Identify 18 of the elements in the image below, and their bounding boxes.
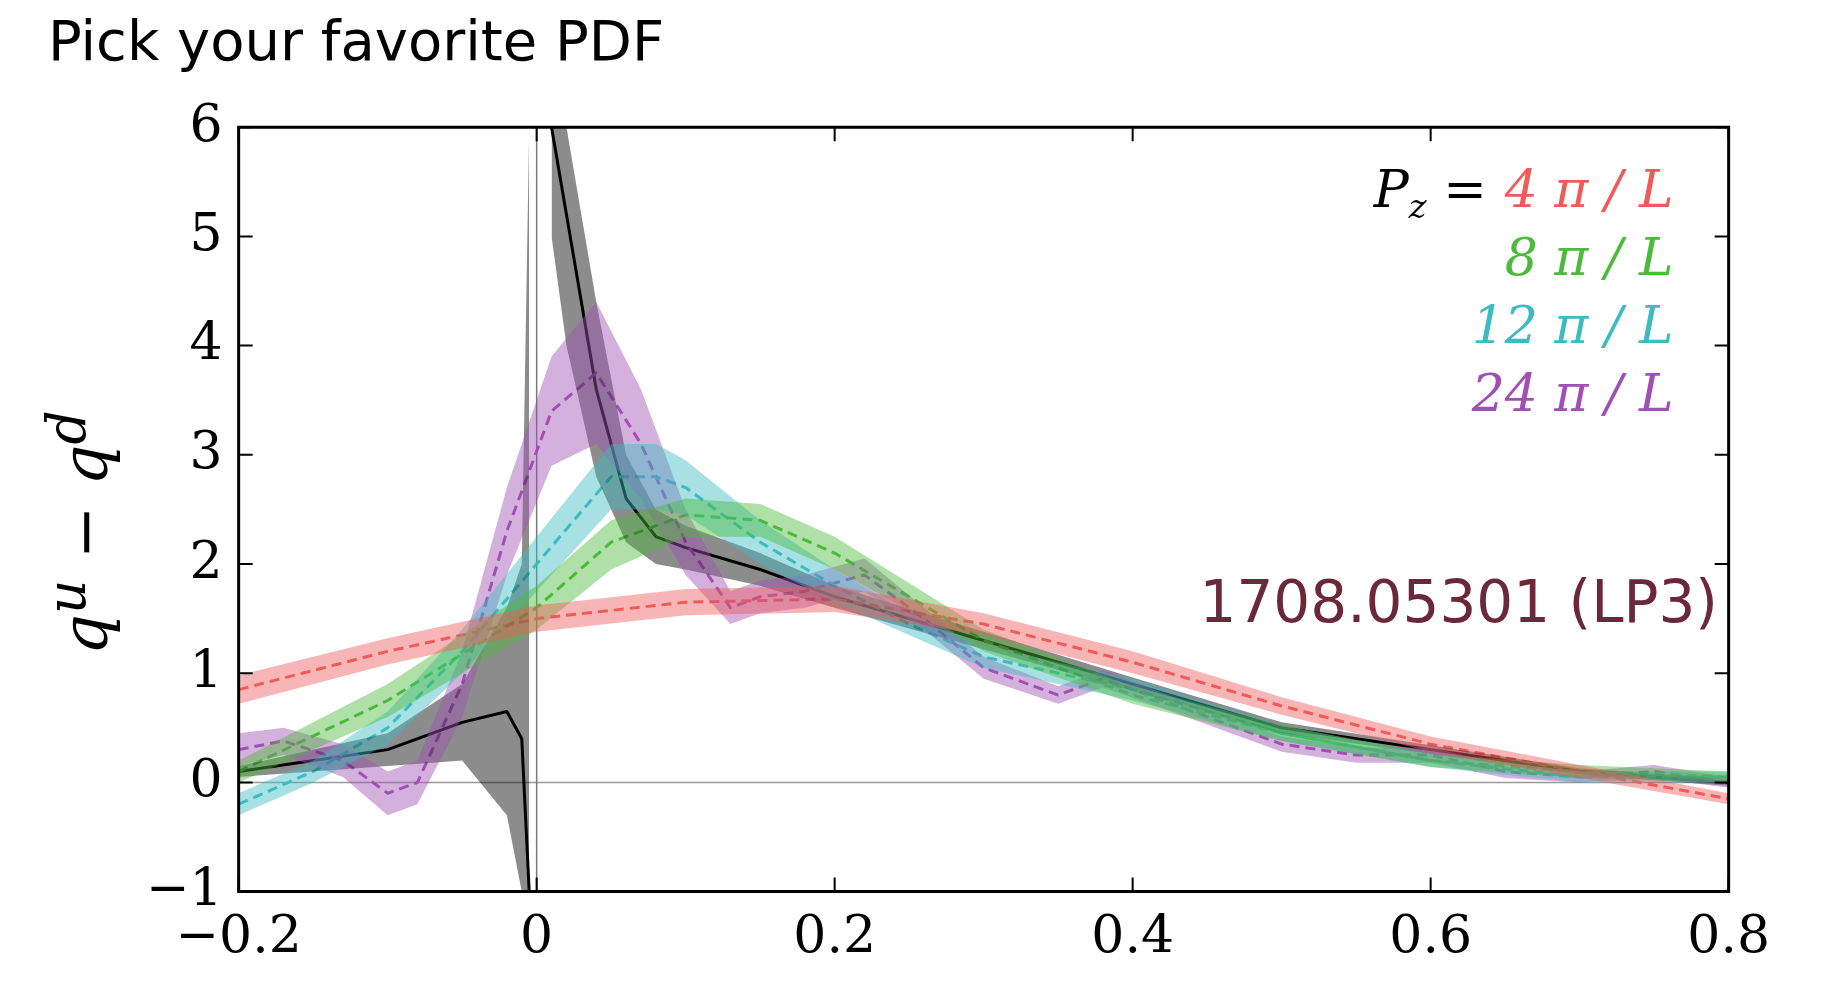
y-tick-label: 2 [189, 529, 223, 590]
y-tick-label: 5 [189, 201, 223, 262]
y-tick-label: 6 [189, 92, 223, 153]
x-tick-label: 0.2 [793, 904, 876, 965]
x-tick-label: 0.8 [1687, 904, 1770, 965]
y-tick-label: 3 [189, 420, 223, 481]
text: 24 π / L [1470, 363, 1674, 424]
y-tick-label: 0 [189, 747, 223, 808]
y-tick-label: 1 [189, 638, 223, 699]
text: 4 π / L [1503, 159, 1674, 220]
x-tick-label: 0.4 [1091, 904, 1174, 965]
x-tick-label: 0.6 [1389, 904, 1472, 965]
x-tick-label: 0 [520, 904, 554, 965]
text: 12 π / L [1471, 295, 1674, 356]
y-tick-label: 4 [189, 311, 223, 372]
chart-title: Pick your favorite PDF [48, 8, 665, 73]
text: 8 π / L [1504, 227, 1674, 288]
annotation: 1708.05301 (LP3) [1199, 568, 1718, 636]
